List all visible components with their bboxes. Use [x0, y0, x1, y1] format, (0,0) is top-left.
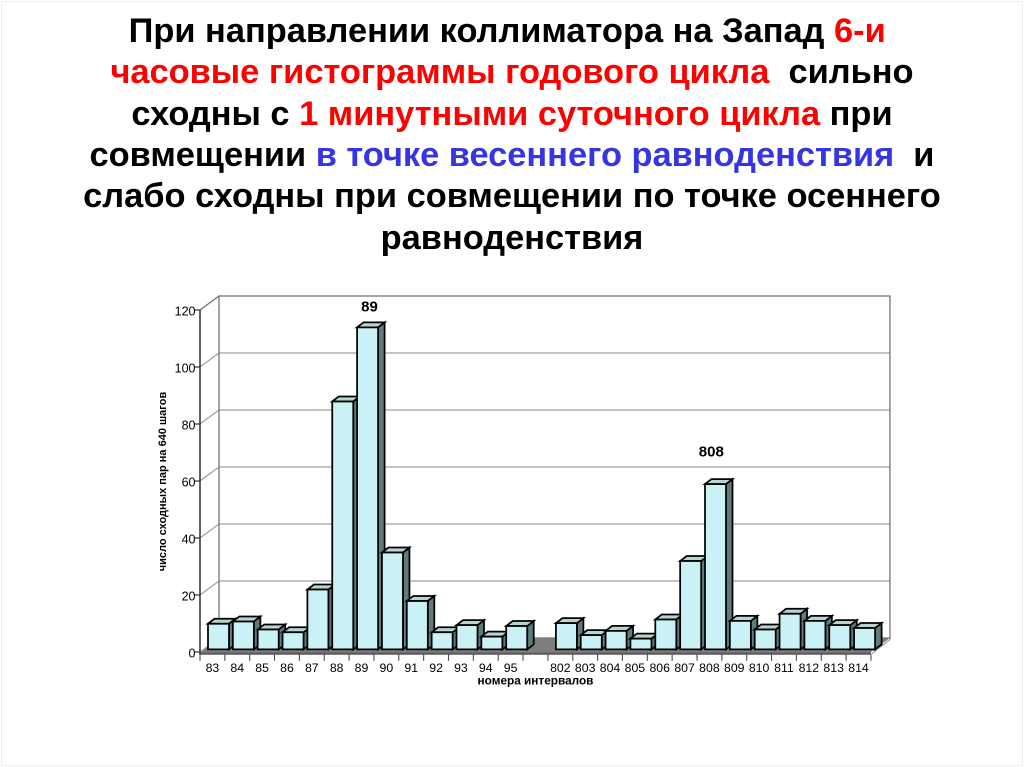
- svg-text:0: 0: [189, 647, 196, 661]
- svg-text:95: 95: [504, 661, 518, 675]
- svg-text:803: 803: [575, 661, 596, 675]
- svg-text:92: 92: [429, 661, 443, 675]
- svg-text:88: 88: [330, 661, 344, 675]
- svg-text:810: 810: [749, 661, 770, 675]
- svg-text:91: 91: [404, 661, 418, 675]
- svg-text:808: 808: [699, 444, 724, 461]
- svg-text:83: 83: [206, 661, 220, 675]
- svg-text:804: 804: [600, 661, 621, 675]
- svg-text:811: 811: [774, 661, 794, 675]
- svg-text:60: 60: [182, 476, 196, 490]
- svg-text:80: 80: [182, 419, 196, 433]
- svg-text:89: 89: [361, 298, 378, 315]
- svg-text:89: 89: [355, 661, 369, 675]
- svg-text:84: 84: [230, 661, 244, 675]
- svg-text:808: 808: [699, 661, 720, 675]
- svg-text:806: 806: [649, 661, 670, 675]
- svg-text:85: 85: [255, 661, 269, 675]
- svg-text:86: 86: [280, 661, 294, 675]
- svg-text:814: 814: [848, 661, 869, 675]
- svg-text:809: 809: [724, 661, 745, 675]
- svg-text:20: 20: [182, 590, 196, 604]
- svg-text:813: 813: [823, 661, 844, 675]
- svg-text:812: 812: [799, 661, 820, 675]
- svg-text:100: 100: [175, 362, 196, 376]
- svg-text:120: 120: [175, 305, 196, 319]
- svg-text:93: 93: [454, 661, 468, 675]
- svg-text:90: 90: [380, 661, 394, 675]
- svg-text:805: 805: [625, 661, 646, 675]
- svg-text:номера интервалов: номера интервалов: [478, 674, 594, 688]
- svg-text:число сходных пар на 640 шагов: число сходных пар на 640 шагов: [157, 392, 169, 572]
- svg-text:94: 94: [479, 661, 493, 675]
- svg-text:87: 87: [305, 661, 319, 675]
- svg-text:807: 807: [674, 661, 695, 675]
- svg-text:40: 40: [182, 533, 196, 547]
- svg-text:802: 802: [550, 661, 571, 675]
